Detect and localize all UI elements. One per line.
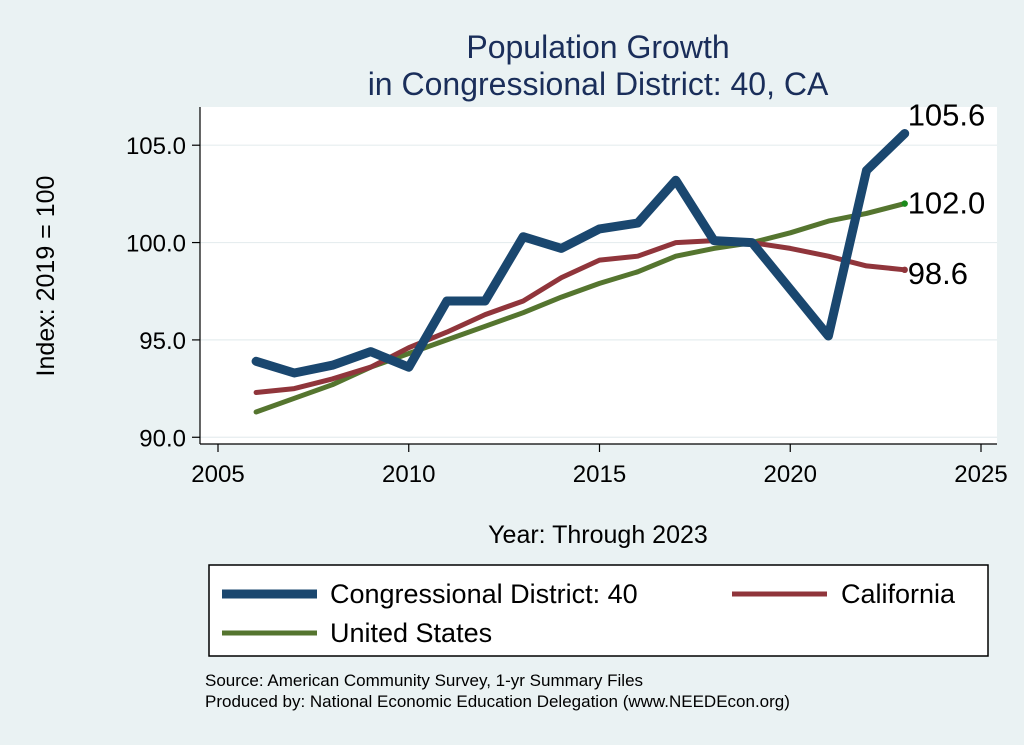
end-labels: 105.6 98.6 102.0 xyxy=(901,98,986,291)
end-label: 105.6 xyxy=(908,98,986,133)
x-tick-label: 2025 xyxy=(954,461,1007,488)
gridlines xyxy=(200,144,997,438)
y-tick-label: 95.0 xyxy=(139,328,186,355)
chart-title-line-1: Population Growth xyxy=(466,29,729,65)
end-marker xyxy=(901,266,908,274)
legend-label-california: California xyxy=(841,579,956,609)
axes: 90.0 95.0 100.0 105.0 2005 2010 2015 2020 2025 xyxy=(126,107,1008,488)
end-marker xyxy=(901,130,908,137)
legend-label-us: United States xyxy=(330,618,492,648)
y-axis-title: Index: 2019 = 100 xyxy=(32,176,60,377)
producer-note: Produced by: National Economic Education… xyxy=(205,692,790,711)
end-label: 98.6 xyxy=(908,256,968,291)
x-tick-label: 2020 xyxy=(764,461,817,488)
y-tick-label: 100.0 xyxy=(126,231,186,258)
end-marker xyxy=(901,200,908,207)
end-label: 102.0 xyxy=(908,186,986,221)
x-tick-label: 2005 xyxy=(191,461,244,488)
plot-area xyxy=(200,107,997,444)
legend-label-district: Congressional District: 40 xyxy=(330,579,638,609)
x-tick-label: 2010 xyxy=(382,461,435,488)
series-lines xyxy=(251,129,910,415)
x-axis-title: Year: Through 2023 xyxy=(488,521,708,549)
legend: Congressional District: 40 California Un… xyxy=(208,564,989,657)
x-tick-label: 2015 xyxy=(573,461,626,488)
series-line-california xyxy=(253,238,908,395)
legend-box xyxy=(208,564,989,657)
y-tick-label: 90.0 xyxy=(139,425,186,452)
chart-title-line-2: in Congressional District: 40, CA xyxy=(368,66,829,102)
series-line-congressional-district-40 xyxy=(251,129,910,378)
source-note: Source: American Community Survey, 1-yr … xyxy=(205,671,643,690)
y-tick-label: 105.0 xyxy=(126,133,186,160)
